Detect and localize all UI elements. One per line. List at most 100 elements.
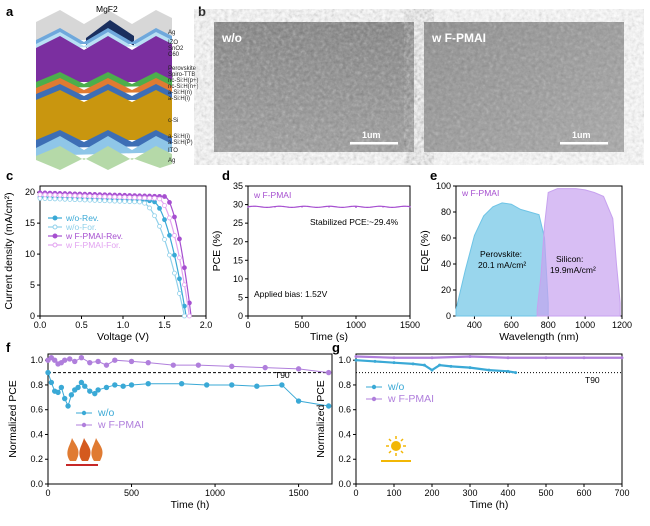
jv-point: [57, 192, 63, 198]
stability-point: [514, 371, 518, 375]
jv-point: [82, 197, 88, 203]
y-tick-label: 60: [441, 233, 451, 243]
panel-c-label: c: [6, 168, 13, 183]
stability-point: [422, 363, 426, 367]
panel-e-label: e: [430, 168, 437, 183]
chart-e-legend: w F-PMAI: [461, 188, 499, 198]
y-tick-label: 15: [25, 218, 35, 228]
y-tick-label: 35: [233, 181, 243, 191]
plot-frame: [47, 353, 333, 485]
y-tick-label: 0.6: [338, 405, 351, 415]
jv-point: [182, 313, 187, 319]
legend-entry: w/o-Rev.: [65, 213, 99, 223]
perovskite-label: Perovskite:: [480, 249, 522, 259]
x-tick-label: 1500: [400, 320, 420, 330]
layer-label: Perovskite: [168, 66, 197, 72]
jv-point: [72, 197, 78, 203]
jv-point: [37, 192, 43, 198]
jv-point: [132, 199, 138, 205]
y-tick-label: 0.0: [30, 479, 43, 489]
y-tick-label: 20: [233, 237, 243, 247]
ito-layer: [36, 136, 172, 156]
sem-texture-without: [214, 22, 414, 152]
y-tick-label: 10: [25, 249, 35, 259]
stability-point: [392, 361, 396, 365]
sem-label-with: w F-PMAI: [431, 31, 486, 45]
y-tick-label: 1.0: [30, 355, 43, 365]
jv-point: [172, 252, 177, 258]
stability-point: [204, 382, 210, 388]
jv-point: [162, 217, 167, 223]
x-tick-label: 1200: [612, 320, 632, 330]
jv-point: [87, 193, 93, 199]
x-tick-label: 1000: [205, 488, 225, 498]
stability-curve: [355, 355, 622, 359]
chart-d-annotation-bias: Applied bias: 1.52V: [254, 289, 328, 299]
jv-point: [142, 200, 147, 206]
chart-d-annotation-stabilized: Stabilized PCE:~29.4%: [310, 217, 399, 227]
x-tick-label: 2.0: [200, 320, 213, 330]
y-tick-label: 25: [233, 218, 243, 228]
x-axis-label: Time (h): [470, 499, 509, 511]
panel-b-label: b: [198, 4, 206, 19]
y-tick-label: 100: [436, 181, 451, 191]
x-tick-label: 300: [462, 488, 477, 498]
jv-point: [57, 196, 63, 202]
jv-point: [157, 223, 162, 229]
jv-point: [77, 193, 83, 199]
jv-point: [82, 193, 88, 199]
x-tick-label: 1000: [346, 320, 366, 330]
stability-point: [449, 364, 453, 368]
chart-f-t90-label: T90: [275, 370, 290, 380]
panel-a-label: a: [6, 4, 14, 19]
mgf2-layer: [86, 20, 134, 48]
jv-curve: [39, 194, 190, 317]
x-axis-label: Time (h): [171, 499, 210, 511]
y-axis-label: Normalized PCE: [315, 380, 327, 458]
jv-point: [177, 291, 182, 296]
jv-point: [72, 193, 78, 199]
jv-point: [157, 196, 162, 202]
legend-marker: [371, 384, 377, 390]
x-tick-label: 0.5: [75, 320, 88, 330]
stability-point: [229, 382, 235, 388]
stability-point: [95, 387, 101, 393]
x-tick-label: 0.0: [34, 320, 47, 330]
y-axis-label: Current density (mA/cm²): [3, 192, 15, 309]
layer-label: a-Si:H(P): [168, 140, 193, 146]
x-tick-label: 1500: [289, 488, 309, 498]
layer-label: Ag: [168, 30, 175, 36]
stability-point: [620, 356, 624, 360]
x-tick-label: 100: [386, 488, 401, 498]
jv-point: [112, 198, 118, 204]
jv-point: [92, 197, 98, 203]
jv-point: [67, 197, 73, 202]
jv-point: [102, 198, 108, 204]
stability-point: [68, 392, 75, 398]
stability-point: [51, 357, 58, 363]
y-tick-label: 15: [233, 255, 243, 265]
stability-point: [254, 383, 260, 389]
legend-marker: [371, 396, 377, 402]
stability-point: [87, 359, 93, 366]
jv-point: [127, 199, 133, 205]
stability-point: [65, 403, 71, 409]
jv-point: [127, 195, 133, 200]
y-tick-label: 0.4: [338, 429, 351, 439]
jv-point: [67, 193, 73, 199]
mpp-point: [247, 206, 249, 208]
stability-point: [112, 382, 118, 388]
jv-point: [186, 313, 192, 319]
y-tick-label: 0.6: [30, 405, 43, 415]
mgf2-label: MgF2: [96, 4, 118, 14]
x-tick-label: 1.5: [158, 320, 171, 330]
jv-point: [172, 270, 177, 276]
stability-point: [506, 356, 510, 360]
legend-entry: w/o: [387, 381, 405, 393]
mpp-point: [382, 206, 384, 208]
jv-point: [167, 199, 172, 205]
jv-point: [177, 236, 182, 242]
plot-frame: [355, 353, 623, 485]
chart-g-light-stability: 0 100 200 300 400 500 600 700 0.0 0.2 0.4 0.6 0.8 1.0…: [315, 353, 630, 511]
